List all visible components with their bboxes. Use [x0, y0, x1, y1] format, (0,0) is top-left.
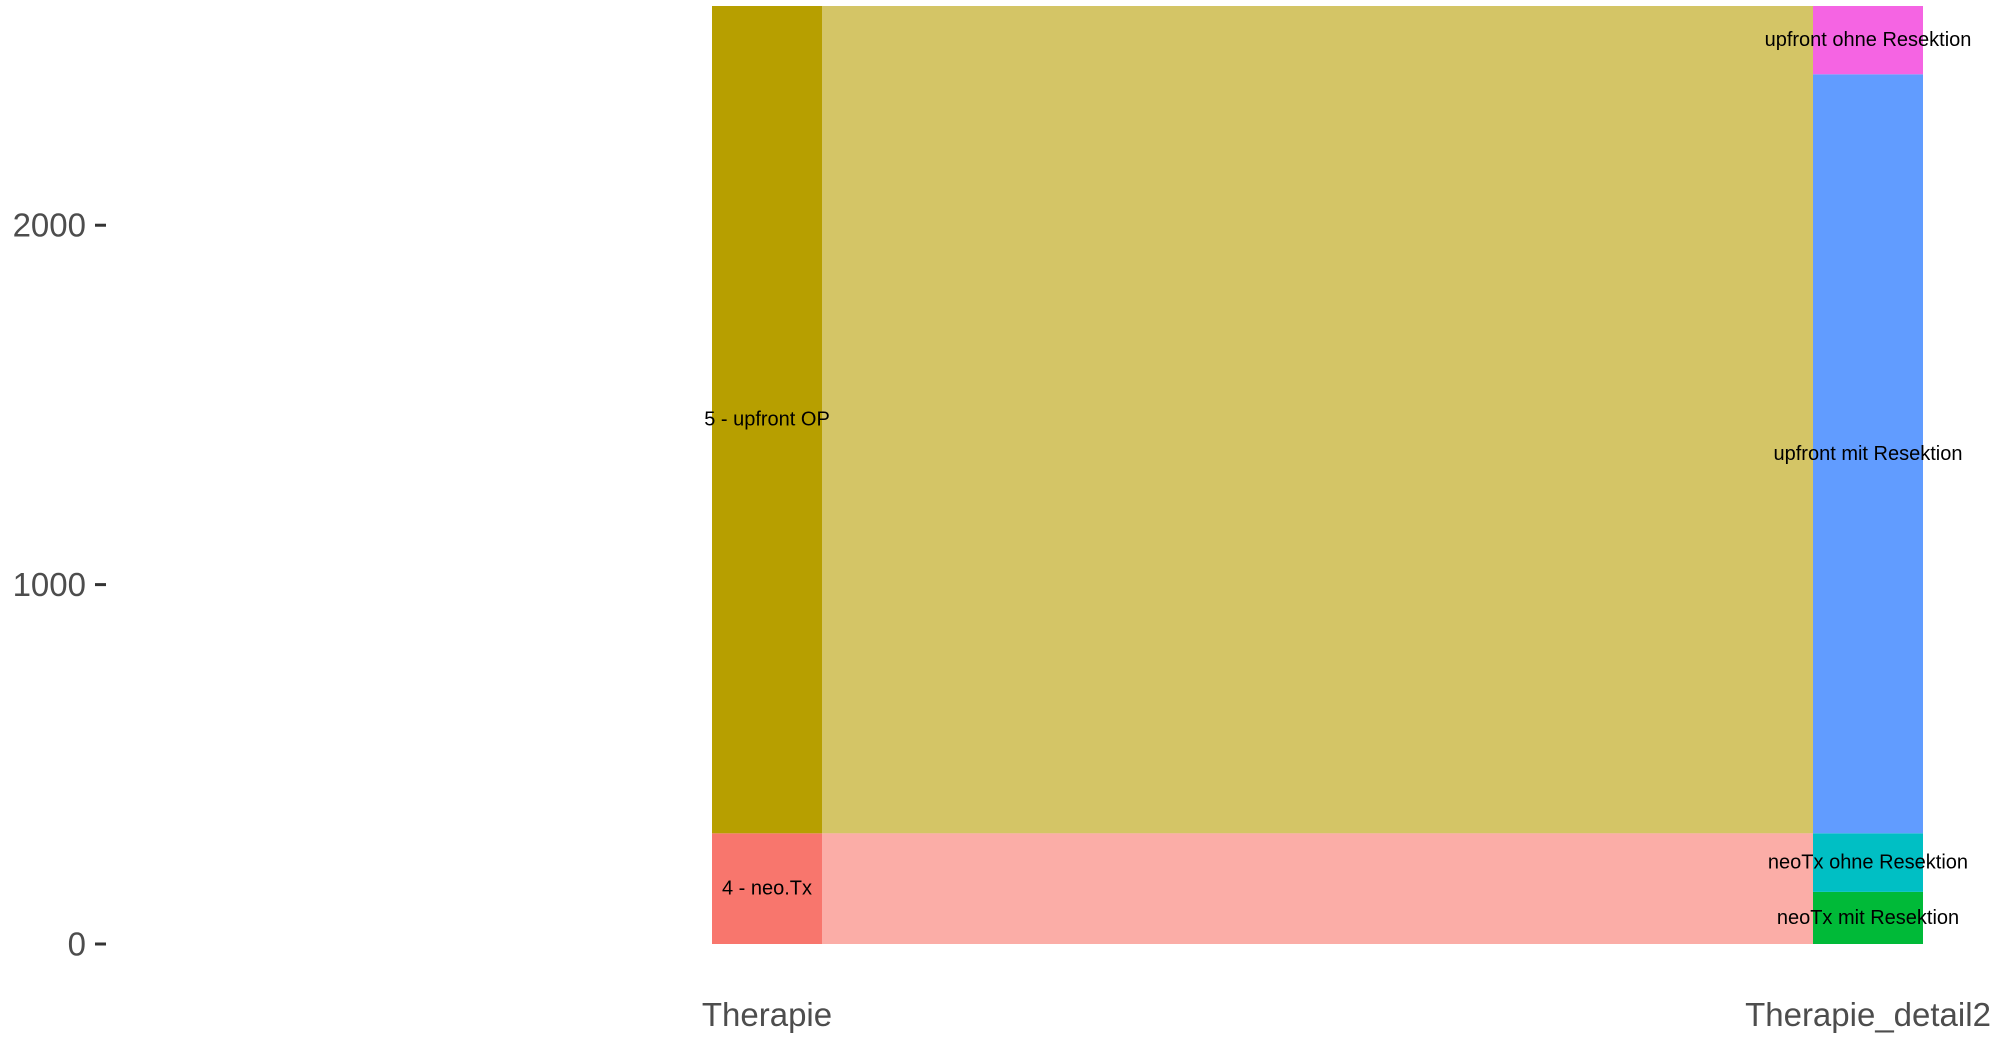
stratum-label-4-neo-tx: 4 - neo.Tx — [722, 878, 812, 900]
stratum-5-upfront-op — [712, 6, 822, 834]
strata-layer: 4 - neo.Tx 5 - upfront OP neoTx mit Resekt… — [704, 6, 1971, 944]
flows-layer — [822, 6, 1813, 944]
stratum-label-5-upfront-op: 5 - upfront OP — [704, 409, 830, 431]
stratum-neotx-mit-resektion — [1813, 891, 1923, 944]
x-tick-label-therapie-detail2: Therapie_detail2 — [1745, 996, 1991, 1033]
stratum-label-upfront-mit-resektion: upfront mit Resektion — [1774, 443, 1963, 465]
x-tick-label-therapie: Therapie — [702, 996, 832, 1033]
y-tick-label-2000: 2000 — [13, 207, 86, 244]
flow-5-upfront-op — [822, 6, 1813, 834]
flow-4-neo-tx — [822, 833, 1813, 944]
stratum-label-neotx-mit-resektion: neoTx mit Resektion — [1777, 907, 1959, 929]
x-axis: Therapie Therapie_detail2 — [702, 996, 1991, 1033]
y-axis: 0 1000 2000 — [13, 207, 106, 963]
stratum-upfront-mit-resektion — [1813, 74, 1923, 834]
stratum-label-upfront-ohne-resektion: upfront ohne Resektion — [1765, 29, 1972, 51]
stratum-label-neotx-ohne-resektion: neoTx ohne Resektion — [1768, 852, 1968, 874]
stratum-neotx-ohne-resektion — [1813, 833, 1923, 892]
y-tick-label-1000: 1000 — [13, 566, 86, 603]
y-tick-label-0: 0 — [68, 926, 86, 963]
stratum-4-neo-tx — [712, 833, 822, 944]
stratum-upfront-ohne-resektion — [1813, 6, 1923, 75]
